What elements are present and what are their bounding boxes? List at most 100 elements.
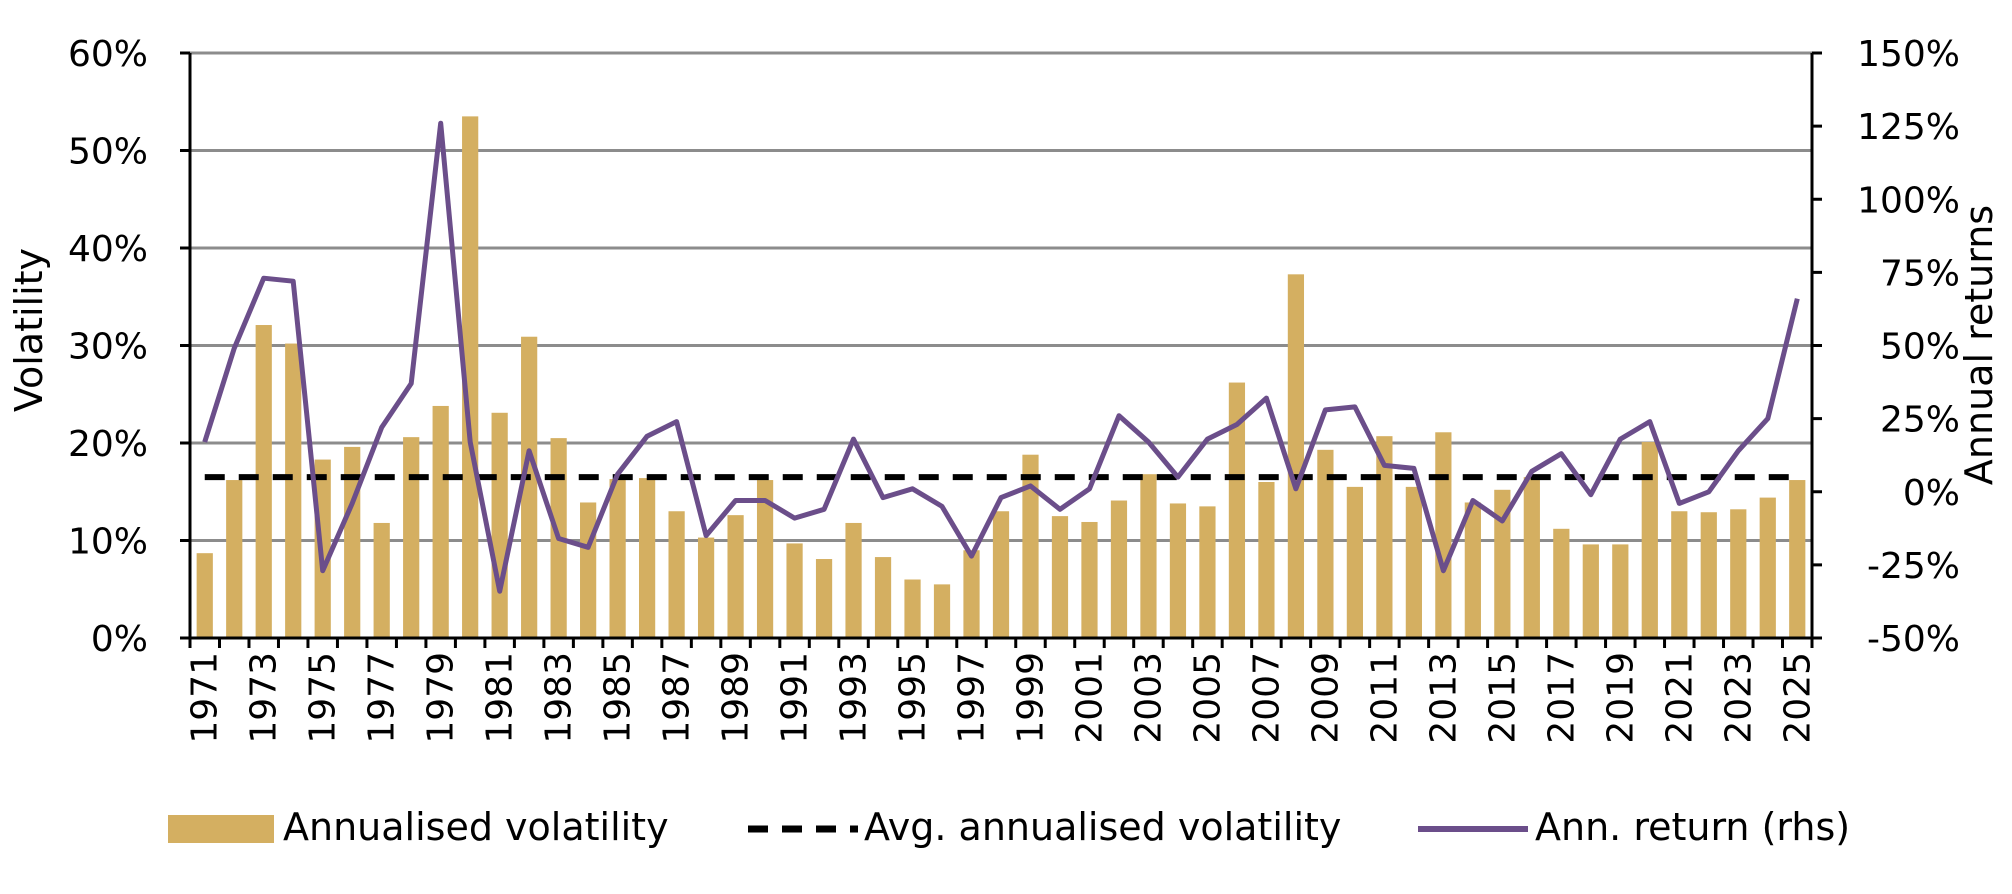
- left-tick-label: 60%: [68, 34, 148, 75]
- bar-2000: [1051, 516, 1069, 638]
- bar-2004: [1169, 503, 1187, 638]
- bar-1992: [815, 559, 833, 638]
- left-axis-title: Volatility: [7, 248, 51, 412]
- bar-2019: [1612, 544, 1629, 638]
- bar-2018: [1582, 544, 1599, 638]
- x-tick-label-1975: 1975: [303, 652, 344, 744]
- bar-1994: [874, 557, 892, 638]
- bar-1989: [727, 515, 744, 638]
- left-tick-label: 10%: [68, 522, 148, 563]
- bar-1995: [904, 579, 921, 638]
- bar-2002: [1110, 500, 1128, 638]
- legend-label-return: Ann. return (rhs): [1535, 805, 1850, 849]
- legend: Annualised volatility Avg. annualised vo…: [168, 805, 1850, 849]
- bar-1974: [285, 343, 302, 638]
- right-tick-label: -50%: [1867, 619, 1960, 660]
- bar-1979: [432, 405, 449, 638]
- bar-1990: [756, 480, 774, 638]
- legend-item-avg: Avg. annualised volatility: [748, 805, 1341, 849]
- x-tick-label-1987: 1987: [657, 652, 698, 744]
- bar-2020: [1641, 442, 1658, 638]
- x-tick-label-2023: 2023: [1718, 652, 1759, 744]
- legend-label-volatility: Annualised volatility: [283, 805, 669, 849]
- left-tick-label: 20%: [68, 424, 148, 465]
- x-tick-label-1999: 1999: [1011, 652, 1052, 744]
- bar-1998: [992, 511, 1010, 638]
- bar-2017: [1553, 528, 1570, 638]
- bar-1977: [373, 522, 390, 638]
- bar-2013: [1435, 432, 1452, 638]
- x-tick-label-2001: 2001: [1070, 652, 1111, 744]
- bar-1972: [226, 480, 243, 638]
- x-tick-label-2009: 2009: [1305, 652, 1346, 744]
- x-tick-label-1989: 1989: [716, 652, 757, 744]
- bar-1973: [255, 325, 272, 638]
- bar-1988: [697, 537, 715, 638]
- x-tick-label-1973: 1973: [244, 652, 285, 744]
- bar-2012: [1405, 486, 1422, 638]
- bar-1993: [845, 522, 862, 638]
- bar-2005: [1199, 506, 1216, 638]
- return-line: [202, 120, 1800, 594]
- bar-2003: [1140, 474, 1157, 638]
- bar-2008: [1287, 274, 1305, 638]
- x-tick-label-2015: 2015: [1482, 652, 1523, 744]
- x-tick-label-2007: 2007: [1246, 652, 1287, 744]
- bar-2010: [1346, 486, 1364, 638]
- right-tick-label: 25%: [1880, 400, 1960, 441]
- x-tick-label-2025: 2025: [1777, 652, 1818, 744]
- right-tick-label: 100%: [1857, 180, 1960, 221]
- bar-2001: [1081, 521, 1098, 638]
- x-tick-label-1993: 1993: [834, 652, 875, 744]
- right-tick-label: 125%: [1857, 107, 1960, 148]
- bar-1985: [609, 479, 626, 638]
- x-tick-label-2013: 2013: [1423, 652, 1464, 744]
- bar-1980: [462, 116, 479, 638]
- x-tick-label-1977: 1977: [362, 652, 403, 744]
- bar-2006: [1228, 382, 1246, 638]
- left-axis-ticks: 0% 10% 20% 30% 40% 50% 60%: [68, 34, 190, 660]
- x-tick-label-2021: 2021: [1659, 652, 1700, 744]
- volatility-bars: [196, 116, 1806, 638]
- bar-1996: [933, 584, 951, 638]
- right-axis-ticks: -50% -25% 0% 25% 50% 75% 100% 125% 150%: [1812, 34, 1960, 660]
- x-tick-label-1983: 1983: [539, 652, 580, 744]
- bar-2007: [1258, 482, 1275, 638]
- x-tick-label-1979: 1979: [421, 652, 462, 744]
- bar-1978: [403, 437, 420, 638]
- x-tick-label-2005: 2005: [1187, 652, 1228, 744]
- right-axis-title: Annual returns: [1957, 205, 2001, 485]
- right-tick-label: 150%: [1857, 34, 1960, 75]
- x-axis-ticks: 1971 1973 1975 1977 1979 1981 1983 1985 1987 1989…: [185, 638, 1818, 744]
- right-tick-label: 50%: [1880, 327, 1960, 368]
- left-tick-label: 0%: [91, 619, 148, 660]
- right-tick-label: 0%: [1903, 473, 1960, 514]
- bar-2014: [1464, 502, 1481, 638]
- bar-1984: [580, 502, 597, 638]
- x-tick-label-2017: 2017: [1541, 652, 1582, 744]
- x-tick-label-1995: 1995: [893, 652, 934, 744]
- bar-2011: [1376, 436, 1393, 638]
- x-tick-label-1985: 1985: [598, 652, 639, 744]
- bar-2024: [1759, 497, 1776, 638]
- bar-1982: [521, 336, 538, 638]
- x-tick-label-1997: 1997: [952, 652, 993, 744]
- left-tick-label: 40%: [68, 229, 148, 270]
- x-tick-label-2019: 2019: [1600, 652, 1641, 744]
- bar-2016: [1523, 477, 1540, 638]
- x-tick-label-1981: 1981: [480, 652, 521, 744]
- right-tick-label: 75%: [1880, 253, 1960, 294]
- bar-1999: [1022, 454, 1039, 638]
- legend-swatch-bar: [168, 815, 274, 843]
- x-tick-label-1971: 1971: [185, 652, 226, 744]
- bar-1971: [196, 553, 213, 638]
- x-tick-label-1991: 1991: [775, 652, 816, 744]
- legend-item-return: Ann. return (rhs): [1418, 805, 1850, 849]
- bar-2009: [1317, 449, 1334, 638]
- legend-item-volatility: Annualised volatility: [168, 805, 669, 849]
- right-tick-label: -25%: [1867, 546, 1960, 587]
- left-tick-label: 30%: [68, 327, 148, 368]
- bar-2015: [1494, 489, 1511, 638]
- left-tick-label: 50%: [68, 132, 148, 173]
